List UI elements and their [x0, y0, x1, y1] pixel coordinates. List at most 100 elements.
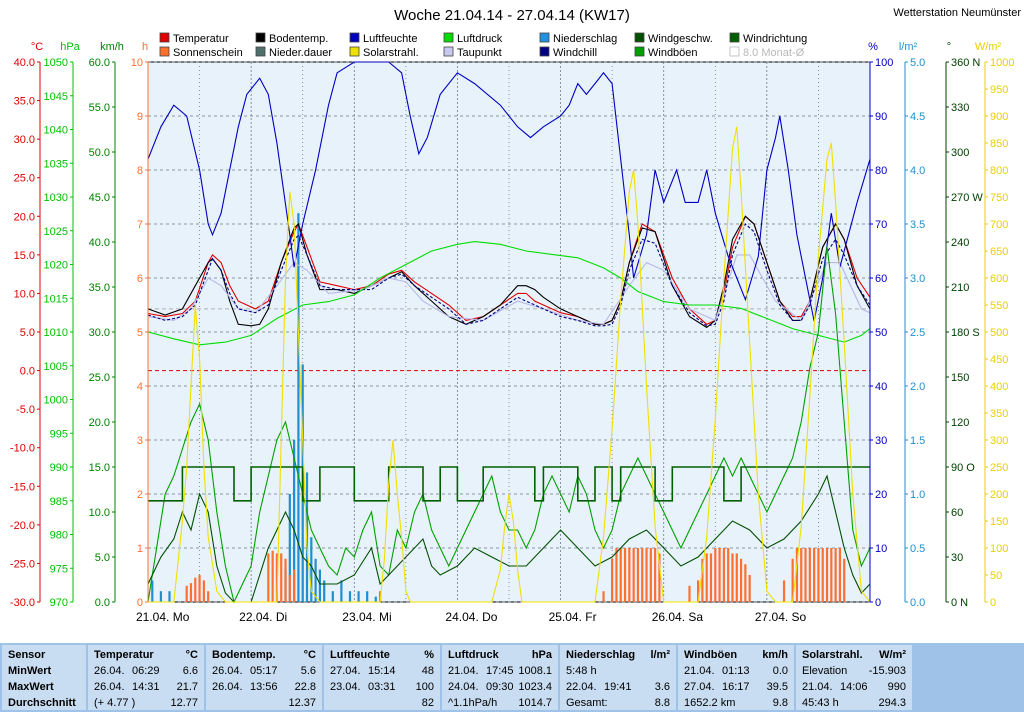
- axes: -30.0-25.0-20.0-15.0-10.0-5.00.05.010.01…: [10, 57, 1015, 609]
- summary-row: 22.04. 19:41 3.6: [560, 679, 676, 695]
- summary-row: 82: [324, 695, 440, 711]
- axis-tick-label: 40.0: [89, 237, 110, 249]
- axis-tick-label: 50.0: [89, 147, 110, 159]
- bar-sonnenschein: [641, 548, 644, 602]
- bar-sonnenschein: [623, 548, 627, 602]
- axis-tick-label: 250: [990, 462, 1008, 474]
- summary-cell-time: 06:29: [132, 665, 160, 677]
- summary-row: 23.04. 03:31 100: [324, 679, 440, 695]
- summary-column: Luftdruck hPa 21.04. 17:45 1008.1 24.04. 09:30…: [442, 645, 558, 710]
- bar-sonnenschein: [843, 558, 846, 602]
- bar-sonnenschein: [722, 548, 725, 602]
- axis-tick-label: 400: [990, 381, 1008, 393]
- summary-row: 24.04. 09:30 1023.4: [442, 679, 558, 695]
- axis-tick-label: 2.5: [910, 327, 925, 339]
- bar-sonnenschein: [288, 575, 291, 602]
- axis-tick-label: -10.0: [10, 443, 35, 455]
- summary-row: (+ 4.77 ) 12.77: [88, 695, 204, 711]
- bar-sonnenschein: [696, 580, 700, 602]
- bar-sonnenschein: [830, 548, 833, 602]
- axis-tick-label: 1.5: [910, 435, 925, 447]
- summary-cell-label: 26.04.: [212, 665, 243, 677]
- bar-sonnenschein: [275, 553, 279, 602]
- summary-cell-label: 24.04.: [448, 681, 479, 693]
- bar-niederschlag: [314, 558, 317, 602]
- summary-column: Niederschlag l/m² 5:48 h 22.04. 19:41 3.6 Gesa…: [560, 645, 676, 710]
- summary-cell-time: 03:31: [368, 681, 396, 693]
- legend-swatch: [159, 32, 170, 43]
- summary-cell-time: 01:13: [722, 665, 750, 677]
- bar-sonnenschein: [821, 548, 824, 602]
- axis-tick-label: -15.0: [10, 481, 35, 493]
- summary-cell-time: 17:45: [486, 665, 514, 677]
- legend-swatch: [634, 46, 645, 57]
- axis-tick-label: 350: [990, 408, 1008, 420]
- summary-cell-label: 45:43 h: [802, 697, 839, 709]
- axis-tick-label: 100: [990, 543, 1008, 555]
- summary-cell-value: 990: [887, 681, 906, 693]
- row-label: MaxWert: [8, 681, 54, 693]
- station-name: Wetterstation Neumünster: [893, 7, 1021, 19]
- bar-sonnenschein: [194, 577, 197, 602]
- summary-cell-label: 21.04.: [448, 665, 479, 677]
- axis-tick-label: 1005: [44, 361, 68, 373]
- axis-tick-label: 990: [50, 462, 68, 474]
- bar-sonnenschein: [800, 548, 803, 602]
- bar-sonnenschein: [701, 558, 704, 602]
- bar-sonnenschein: [654, 548, 657, 602]
- legend-swatch: [255, 32, 266, 43]
- bar-sonnenschein: [284, 558, 287, 602]
- axis-tick-label: 10.0: [14, 288, 35, 300]
- axis-tick-label: 1015: [44, 293, 68, 305]
- bar-sonnenschein: [198, 575, 201, 602]
- legend-label: Niederschlag: [553, 33, 617, 45]
- row-label: Durchschnitt: [8, 697, 76, 709]
- axis-unit: hPa: [60, 41, 80, 53]
- summary-cell-label: 21.04.: [802, 681, 833, 693]
- summary-table: Sensor MinWert MaxWert Durchschnitt Temp…: [0, 643, 1024, 712]
- summary-row: Solarstrahl. W/m²: [796, 647, 912, 663]
- series-windchill: [147, 223, 871, 327]
- axis-tick-label: 240: [951, 237, 969, 249]
- summary-cell-value: hPa: [531, 649, 552, 661]
- summary-column: Solarstrahl. W/m² Elevation -15.903 21.04. 14…: [796, 645, 912, 710]
- axis-tick-label: 15.0: [89, 462, 110, 474]
- summary-cell-label: Solarstrahl.: [802, 649, 863, 661]
- summary-cell-time: 05:17: [250, 665, 278, 677]
- summary-cell-label: (+ 4.77 ): [94, 697, 136, 709]
- bar-niederschlag: [293, 440, 296, 602]
- summary-cell-value: °C: [303, 649, 316, 661]
- bar-sonnenschein: [189, 583, 193, 602]
- summary-column: Windböen km/h 21.04. 01:13 0.0 27.04. 16:17 39.…: [678, 645, 794, 710]
- bar-sonnenschein: [714, 548, 717, 602]
- bar-sonnenschein: [645, 548, 648, 602]
- chart-title: Woche 21.04.14 - 27.04.14 (KW17): [394, 7, 630, 24]
- summary-cell-value: 1008.1: [518, 665, 552, 677]
- bar-niederschlag: [340, 580, 343, 602]
- bar-sonnenschein: [632, 548, 635, 602]
- legend-swatch: [159, 46, 170, 57]
- axis-tick-label: 1030: [44, 192, 68, 204]
- axis-tick-label: 500: [990, 327, 1008, 339]
- summary-cell-label: 27.04.: [684, 681, 715, 693]
- bar-sonnenschein: [791, 558, 794, 602]
- axis-tick-label: 10: [131, 57, 143, 69]
- legend-swatch: [349, 32, 360, 43]
- axis-tick-label: 150: [951, 372, 969, 384]
- summary-cell-label: Luftdruck: [448, 649, 499, 661]
- bar-sonnenschein: [782, 580, 786, 602]
- axis-tick-label: 90 O: [951, 462, 975, 474]
- summary-row: 21.04. 01:13 0.0: [678, 663, 794, 679]
- summary-cell-time: 13:56: [250, 681, 278, 693]
- summary-cell-value: km/h: [762, 649, 788, 661]
- bar-sonnenschein: [185, 585, 188, 602]
- summary-row: 45:43 h 294.3: [796, 695, 912, 711]
- axis-tick-label: 1040: [44, 125, 68, 137]
- summary-cell-time: 19:41: [604, 681, 632, 693]
- bar-niederschlag: [297, 213, 300, 602]
- axis-tick-label: 850: [990, 138, 1008, 150]
- axis-tick-label: 450: [990, 354, 1008, 366]
- bar-niederschlag: [331, 591, 334, 602]
- summary-row: Windböen km/h: [678, 647, 794, 663]
- legend-label: Windchill: [553, 47, 597, 59]
